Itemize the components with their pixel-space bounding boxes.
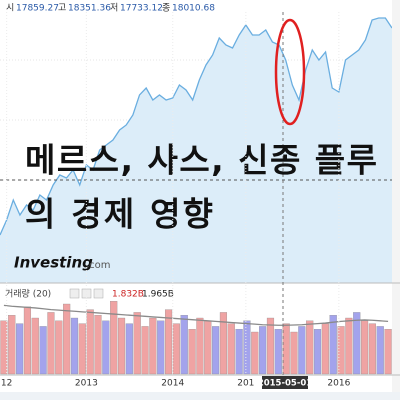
volume-bar <box>290 331 298 375</box>
volume-bar <box>172 323 180 375</box>
ohlc-value: 17859.27 <box>16 4 59 14</box>
control-icon[interactable] <box>69 288 80 299</box>
volume-bar <box>219 312 228 375</box>
brand-name: Investing <box>14 254 93 272</box>
control-icon[interactable] <box>81 288 92 299</box>
ohlc-label: 저 <box>110 3 118 14</box>
annotation: 메르스, 사스, 신종 플루 <box>25 141 377 180</box>
volume-bar <box>110 301 118 375</box>
volume-bar <box>117 317 126 375</box>
volume-bar <box>141 326 149 375</box>
volume-bar <box>31 317 39 375</box>
price-axis-strip <box>392 0 400 392</box>
volume-bar <box>149 317 157 375</box>
ohlc-label: 시 <box>6 3 14 14</box>
volume-bar <box>164 309 173 375</box>
volume-bar <box>94 315 102 375</box>
toolbar-strip <box>0 392 400 400</box>
volume-bar <box>251 331 259 375</box>
volume-bar <box>353 312 361 375</box>
ohlc-value: 18351.36 <box>68 4 111 14</box>
volume-bar <box>227 323 235 375</box>
crosshair-label-box <box>262 376 308 389</box>
control-icon[interactable] <box>93 288 104 299</box>
volume-bar <box>259 326 267 375</box>
volume-bar <box>133 312 141 375</box>
volume-bar <box>23 306 32 375</box>
volume-ma-line <box>3 304 389 326</box>
volume-bar <box>196 317 204 375</box>
volume-bar <box>8 315 16 375</box>
crosshair-label: 2015-05-01 <box>258 379 312 389</box>
volume-bar <box>313 329 322 375</box>
volume-bar <box>86 309 94 375</box>
volume-bar <box>345 317 353 375</box>
annotation: 의 경제 영향 <box>25 195 213 234</box>
volume-bar <box>337 326 345 375</box>
volume-bar <box>157 320 165 375</box>
volume-bar <box>282 323 290 375</box>
volume-bar <box>102 320 110 375</box>
ohlc-value: 18010.68 <box>172 4 215 14</box>
volume-bar <box>235 329 243 375</box>
price-line <box>0 17 393 236</box>
volume-bar <box>384 329 392 375</box>
volume-bar <box>70 317 79 375</box>
volume-bar <box>329 315 337 375</box>
volume-bar <box>274 329 282 375</box>
volume-bar <box>266 317 275 375</box>
x-tick-label: 2016 <box>327 379 350 389</box>
volume-bar <box>204 320 212 375</box>
volume-bar <box>243 320 251 375</box>
volume-bar <box>306 320 314 375</box>
volume-bar <box>180 315 188 375</box>
volume-bar <box>63 303 71 375</box>
volume-value: 1.965B <box>142 290 174 300</box>
volume-bar <box>298 326 306 375</box>
brand-suffix: .com <box>86 260 111 271</box>
highlight-ellipse <box>274 18 306 126</box>
volume-bar <box>368 323 376 375</box>
x-tick-label: 12 <box>1 379 12 389</box>
volume-bar <box>47 312 55 375</box>
ohlc-value: 17733.12 <box>120 4 163 14</box>
volume-bar <box>188 329 196 375</box>
volume-bar <box>376 326 384 375</box>
ohlc-header: 시 17859.27 고 18351.36 저 17733.12 종 18010.68 <box>6 3 215 14</box>
area-fill <box>0 18 392 283</box>
volume-bar <box>0 320 8 375</box>
volume-value: 1.832B <box>112 290 144 300</box>
volume-bar <box>16 323 24 375</box>
volume-bar <box>212 326 220 375</box>
volume-bar <box>78 323 86 375</box>
volume-bar <box>360 320 369 375</box>
volume-bar <box>125 323 133 375</box>
ohlc-label: 종 <box>162 3 170 14</box>
x-tick-label: 2013 <box>75 379 98 389</box>
volume-bar <box>321 323 329 375</box>
volume-title: 거래량 (20) <box>5 288 51 300</box>
volume-bar <box>55 320 63 375</box>
x-tick-label: 201 <box>237 379 254 389</box>
ohlc-label: 고 <box>58 4 66 14</box>
volume-bar <box>39 326 47 375</box>
x-tick-label: 2014 <box>161 379 184 389</box>
